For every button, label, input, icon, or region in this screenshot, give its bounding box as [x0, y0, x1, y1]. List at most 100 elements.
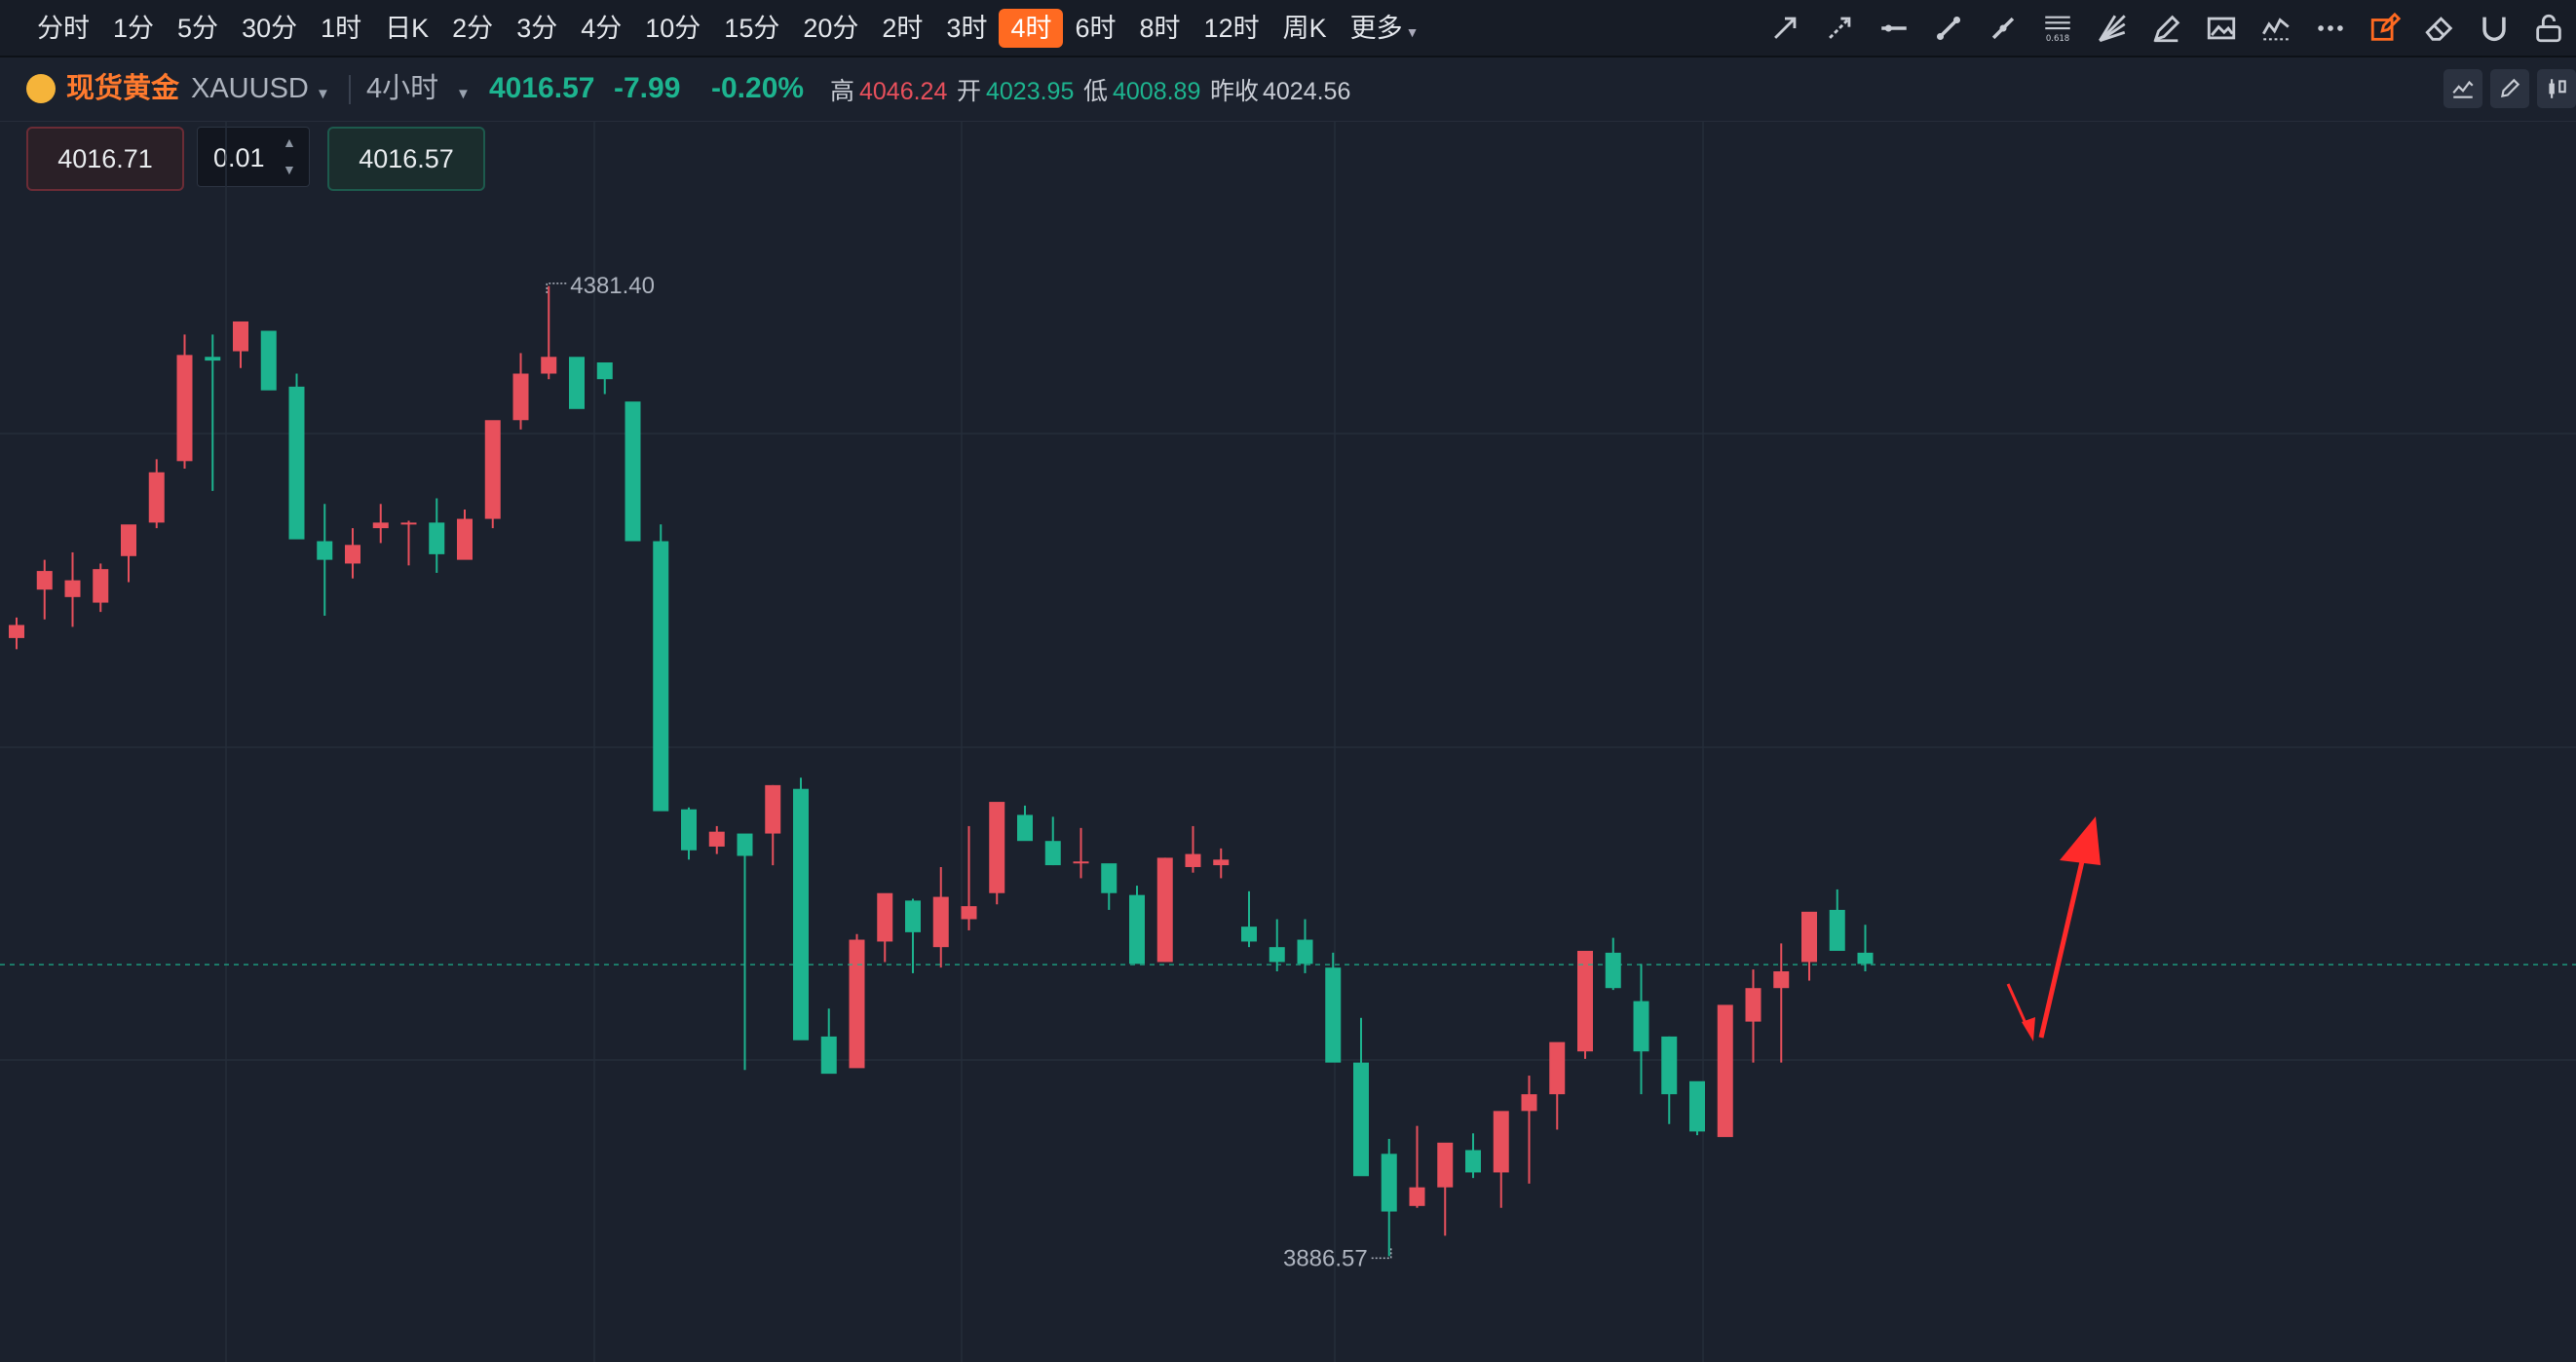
wave-tool[interactable] — [2249, 0, 2303, 56]
candle-body — [1353, 1062, 1369, 1177]
period-tab[interactable]: 3分 — [505, 9, 569, 48]
candle — [1241, 890, 1257, 948]
period-tab[interactable]: 1时 — [309, 9, 373, 48]
eraser-tool[interactable] — [2412, 0, 2467, 56]
period-tab[interactable]: 30分 — [230, 9, 309, 48]
magnet-tool[interactable] — [2467, 0, 2521, 56]
fan-tool[interactable] — [2085, 0, 2140, 56]
period-label: 15分 — [724, 13, 780, 43]
candle-body — [820, 1036, 837, 1075]
period-tab[interactable]: 3时 — [934, 9, 999, 48]
more-tools-tool[interactable] — [2303, 0, 2358, 56]
period-label: 4分 — [581, 13, 623, 43]
sell-price-button[interactable]: 4016.71 — [26, 127, 184, 191]
open-value: 4023.95 — [986, 78, 1075, 105]
quantity-up-icon[interactable]: ▲ — [283, 134, 296, 150]
lock-tool[interactable] — [2521, 0, 2576, 56]
period-tab[interactable]: 12时 — [1193, 9, 1271, 48]
period-selector: 分时 1分 5分 30分 1时 日K 2分 3分 4分 10分 15分 20分 2时 3时 4时 6时 8时 12… — [25, 0, 1430, 56]
period-label: 更多 — [1349, 13, 1403, 43]
candle — [1605, 937, 1621, 991]
candle — [708, 825, 725, 854]
candle-body — [1633, 1001, 1649, 1052]
high-label: 高 — [830, 78, 855, 105]
candle — [737, 833, 753, 1071]
candle — [1437, 1142, 1454, 1236]
period-tab[interactable]: 5分 — [166, 9, 230, 48]
candlestick-chart[interactable]: 4381.40 3886.57 — [0, 122, 2576, 1362]
period-tab[interactable]: 周K — [1271, 9, 1339, 48]
candle — [1213, 848, 1230, 879]
interval-dropdown-icon[interactable]: ▼ — [456, 86, 471, 102]
candle — [541, 285, 557, 380]
candle-body — [1044, 841, 1061, 866]
period-tab[interactable]: 4分 — [569, 9, 633, 48]
symbol-name[interactable]: 现货黄金 — [66, 73, 180, 104]
period-label: 6时 — [1075, 13, 1117, 43]
symbol-dropdown-icon[interactable]: ▼ — [316, 86, 330, 102]
trend-line-icon — [1936, 16, 1961, 40]
candle-body — [148, 472, 165, 523]
period-tab[interactable]: 更多 ▼ — [1339, 9, 1431, 48]
period-tab[interactable]: 8时 — [1128, 9, 1193, 48]
candle — [1156, 857, 1173, 963]
period-tab[interactable]: 日K — [373, 9, 440, 48]
chart-overlays: 4381.40 3886.57 — [0, 273, 2576, 1271]
indicator-button[interactable] — [2443, 69, 2482, 108]
toolbar: 分时 1分 5分 30分 1时 日K 2分 3分 4分 10分 15分 20分 2时 3时 4时 6时 8时 12… — [0, 0, 2576, 57]
period-tab[interactable]: 分时 — [25, 9, 101, 48]
period-tab[interactable]: 1分 — [101, 9, 166, 48]
trend-line-tool[interactable] — [1921, 0, 1976, 56]
arrow-up-line — [2038, 856, 2086, 1039]
period-tab[interactable]: 2时 — [870, 9, 934, 48]
candle — [457, 510, 473, 560]
eraser-icon — [2425, 16, 2453, 41]
arrow-up-head — [2060, 816, 2101, 865]
quantity-input[interactable]: 0.01 — [197, 127, 310, 187]
segment-line-tool[interactable] — [1976, 0, 2030, 56]
candle — [1661, 1036, 1678, 1124]
candle — [625, 401, 641, 542]
period-tab[interactable]: 10分 — [633, 9, 712, 48]
pencil-icon — [2501, 78, 2520, 97]
brush-icon — [2153, 15, 2180, 42]
candle — [765, 784, 781, 866]
dashed-ray-icon — [1829, 17, 1851, 39]
symbol-code[interactable]: XAUUSD — [191, 73, 309, 104]
candle-body — [429, 522, 445, 554]
period-tab[interactable]: 20分 — [791, 9, 870, 48]
quantity-down-icon[interactable]: ▼ — [283, 162, 296, 177]
candle-body — [1689, 1080, 1705, 1132]
candle-body — [64, 580, 81, 597]
open-label: 开 — [957, 78, 982, 105]
image-tool[interactable] — [2194, 0, 2249, 56]
candle-body — [1381, 1154, 1397, 1212]
high-marker-line — [546, 283, 567, 293]
period-label: 日K — [385, 13, 430, 43]
wave-icon — [2262, 17, 2290, 40]
period-label: 20分 — [803, 13, 859, 43]
dashed-ray-tool[interactable] — [1812, 0, 1867, 56]
low-marker-line — [1371, 1248, 1392, 1260]
horizontal-line-tool[interactable] — [1867, 0, 1921, 56]
interval-selector[interactable]: 4小时 — [366, 73, 439, 104]
candle-body — [457, 518, 473, 560]
candle — [1269, 919, 1285, 972]
fibonacci-tool[interactable]: 0.618 — [2030, 0, 2085, 56]
buy-price-button[interactable]: 4016.57 — [327, 127, 485, 191]
period-tab[interactable]: 6时 — [1063, 9, 1127, 48]
fibonacci-icon: 0.618 — [2045, 16, 2070, 43]
chart-type-button[interactable] — [2537, 69, 2576, 108]
period-tab[interactable]: 15分 — [712, 9, 791, 48]
draw-button[interactable] — [2490, 69, 2529, 108]
period-tab[interactable]: 2分 — [440, 9, 505, 48]
candle — [260, 330, 277, 391]
candle — [1633, 964, 1649, 1095]
candle — [1521, 1076, 1537, 1184]
candle-body — [1017, 814, 1033, 842]
brush-tool[interactable] — [2140, 0, 2194, 56]
edit-tool[interactable] — [2358, 0, 2412, 56]
ray-line-tool[interactable] — [1758, 0, 1812, 56]
candle-body — [1745, 988, 1762, 1022]
period-tab[interactable]: 4时 — [999, 8, 1064, 48]
